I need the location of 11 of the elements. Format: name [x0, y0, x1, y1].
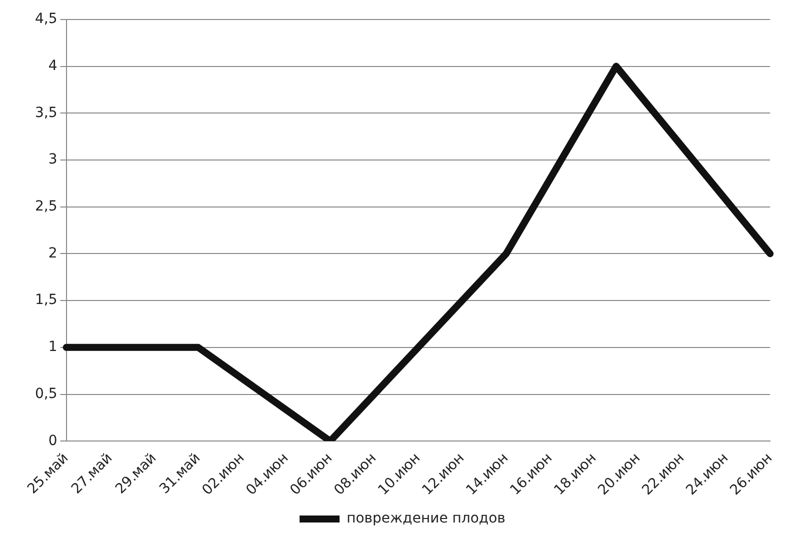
y-tick-label: 1: [48, 339, 58, 356]
y-tick-label: 2,5: [35, 198, 58, 214]
y-tick-label: 1,5: [35, 292, 58, 308]
y-tick-label: 2: [48, 245, 58, 262]
y-tick-label: 0: [48, 432, 58, 449]
legend-label: повреждение плодов: [346, 510, 506, 527]
y-tick-label: 4: [48, 58, 58, 74]
y-tick-label: 0,5: [35, 386, 58, 402]
y-tick-label: 3,5: [35, 104, 58, 121]
y-tick-label: 3: [48, 152, 58, 168]
y-tick-label: 4,5: [35, 11, 58, 28]
